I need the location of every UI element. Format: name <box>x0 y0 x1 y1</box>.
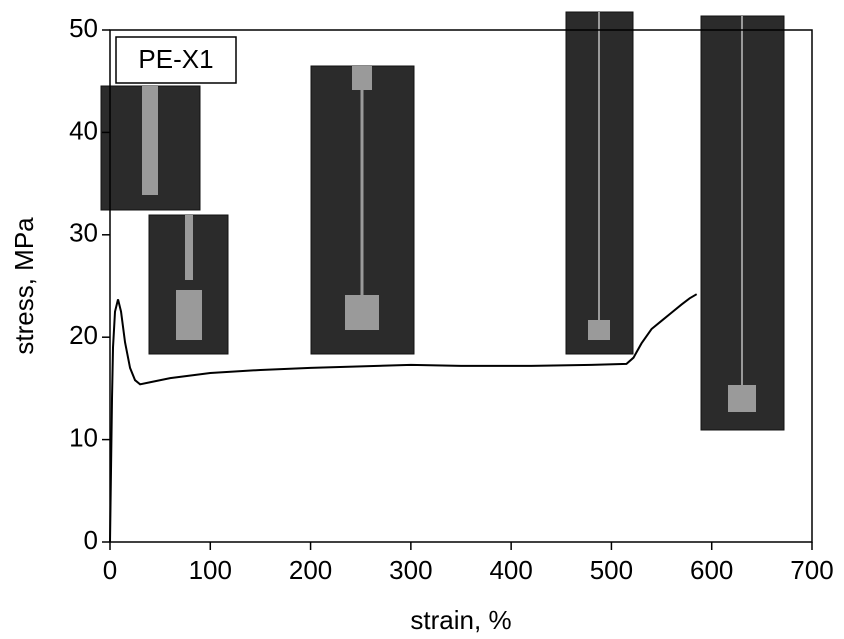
annotation-box <box>115 36 237 84</box>
x-tick-label: 500 <box>590 555 633 585</box>
y-tick-label: 50 <box>69 13 98 43</box>
x-tick-label: 200 <box>289 555 332 585</box>
x-tick-label: 400 <box>489 555 532 585</box>
y-tick-label: 20 <box>69 320 98 350</box>
x-tick-label: 600 <box>690 555 733 585</box>
y-axis-label: stress, MPa <box>9 217 39 355</box>
y-tick-label: 10 <box>69 422 98 452</box>
y-tick-label: 0 <box>84 525 98 555</box>
data-line <box>109 293 698 543</box>
specimen-photos <box>100 11 785 431</box>
x-tick-label: 0 <box>103 555 117 585</box>
y-tick-label: 40 <box>69 115 98 145</box>
x-tick-label: 700 <box>790 555 833 585</box>
x-axis-label: strain, % <box>410 605 511 635</box>
x-tick-label: 300 <box>389 555 432 585</box>
annotation: PE-X1 <box>138 44 213 74</box>
plot-frame <box>109 29 813 543</box>
x-tick-label: 100 <box>189 555 232 585</box>
y-tick-label: 30 <box>69 218 98 248</box>
